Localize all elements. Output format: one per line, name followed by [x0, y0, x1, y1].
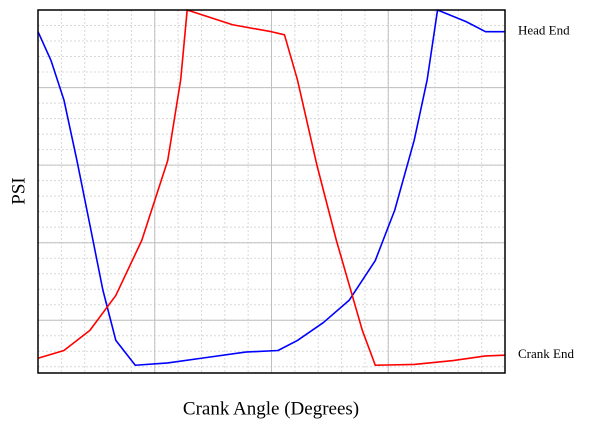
- series-line: [37, 9, 505, 367]
- legend-label: Head End: [518, 23, 570, 38]
- grid: [37, 9, 506, 373]
- series-line: [37, 9, 506, 367]
- x-axis-label: Crank Angle (Degrees): [183, 398, 359, 419]
- legend-label: Crank End: [518, 346, 574, 361]
- y-axis-label: PSI: [8, 177, 29, 204]
- plot-frame: [37, 9, 506, 374]
- lines: [37, 9, 506, 367]
